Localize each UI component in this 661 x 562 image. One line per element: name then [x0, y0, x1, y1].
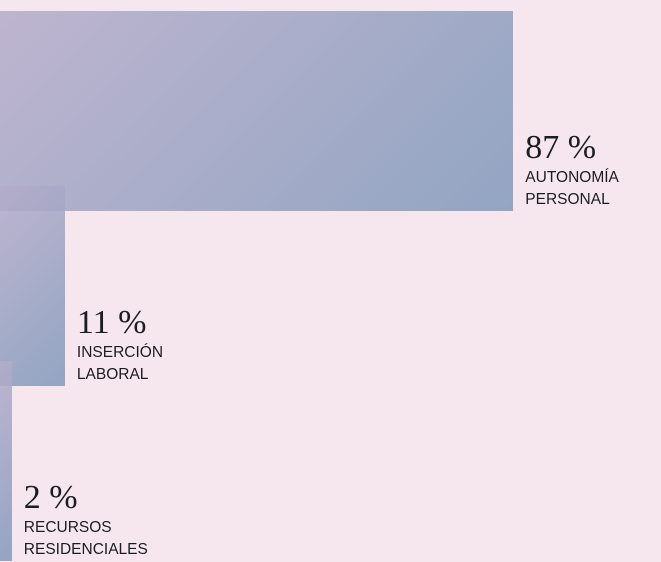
- bar-label: 87 % AUTONOMÍA PERSONAL: [525, 129, 661, 211]
- value-label: 11 %: [76, 304, 147, 341]
- value-label: 2 %: [23, 479, 78, 516]
- bar-label: 2 % RECURSOS RESIDENCIALES: [24, 479, 164, 561]
- bar: [0, 186, 65, 386]
- bar: [0, 361, 12, 561]
- category-label: RECURSOS RESIDENCIALES: [23, 519, 148, 558]
- bar: [0, 11, 514, 211]
- category-label: INSERCIÓN LABORAL: [76, 344, 164, 383]
- bar-label: 11 % INSERCIÓN LABORAL: [77, 304, 217, 386]
- category-label: AUTONOMÍA PERSONAL: [525, 169, 619, 208]
- value-label: 87 %: [525, 129, 597, 166]
